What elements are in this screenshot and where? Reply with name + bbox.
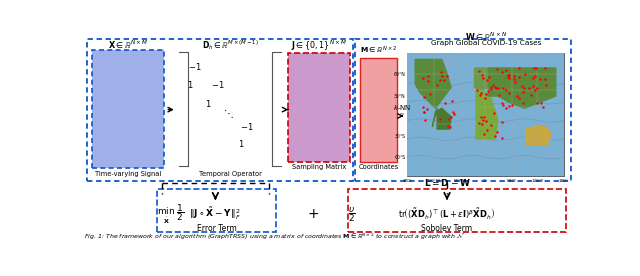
Text: 60°S: 60°S xyxy=(394,155,405,160)
Bar xyxy=(408,53,564,176)
Text: 120°E: 120°E xyxy=(531,179,544,183)
Text: $\|\mathbf{J} \circ \tilde{\mathbf{X}} - \mathbf{Y}\|_F^2$: $\|\mathbf{J} \circ \tilde{\mathbf{X}} -… xyxy=(189,206,241,222)
Text: $-1$: $-1$ xyxy=(188,60,202,71)
Text: $1$: $1$ xyxy=(205,98,211,109)
Bar xyxy=(92,50,164,168)
Text: $\dfrac{\upsilon}{2}$: $\dfrac{\upsilon}{2}$ xyxy=(348,205,356,224)
Text: $\ddots$: $\ddots$ xyxy=(223,107,234,120)
Text: Error Term: Error Term xyxy=(196,224,236,233)
Text: $\mathrm{tr}\!\left((\tilde{\mathbf{X}}\mathbf{D}_h)^\top(\mathbf{L}+\epsilon\ma: $\mathrm{tr}\!\left((\tilde{\mathbf{X}}\… xyxy=(399,207,495,222)
Text: 30°N: 30°N xyxy=(394,94,405,99)
Polygon shape xyxy=(526,127,551,145)
Bar xyxy=(88,39,353,181)
Polygon shape xyxy=(433,108,451,129)
Text: 180°: 180° xyxy=(403,179,412,183)
Text: $\mathbf{M} \in \mathbb{R}^{N \times 2}$: $\mathbf{M} \in \mathbb{R}^{N \times 2}$ xyxy=(360,44,397,56)
Text: 30°S: 30°S xyxy=(394,134,405,139)
Text: Coordinates: Coordinates xyxy=(358,164,399,170)
Polygon shape xyxy=(415,59,451,108)
Text: $1$: $1$ xyxy=(187,79,193,90)
Text: $-1$: $-1$ xyxy=(241,121,254,132)
Text: Fig. 1: The framework of our algorithm (GraphTRSS) using a matrix of coordinates: Fig. 1: The framework of our algorithm (… xyxy=(84,232,465,242)
Bar xyxy=(360,58,397,162)
Text: Time-varying Signal: Time-varying Signal xyxy=(95,171,161,177)
Text: Sobolev Term: Sobolev Term xyxy=(422,224,472,233)
Polygon shape xyxy=(476,90,498,139)
Text: 60°E: 60°E xyxy=(507,179,516,183)
Bar xyxy=(408,53,564,176)
Text: 0°: 0° xyxy=(400,113,405,118)
Text: $\mathbf{X} \in \mathbb{R}^{N \times M}$: $\mathbf{X} \in \mathbb{R}^{N \times M}$ xyxy=(108,39,148,51)
Text: $-1$: $-1$ xyxy=(211,79,225,90)
Text: Graph Global COVID-19 Cases: Graph Global COVID-19 Cases xyxy=(431,40,541,46)
Text: $\mathbf{D}_h \in \mathbb{R}^{M \times (M-1)}$: $\mathbf{D}_h \in \mathbb{R}^{M \times (… xyxy=(202,38,259,52)
Text: 180°: 180° xyxy=(559,179,568,183)
Text: 60°N: 60°N xyxy=(394,71,405,76)
Text: $\mathbf{J} \in \{0,1\}^{N \times M}$: $\mathbf{J} \in \{0,1\}^{N \times M}$ xyxy=(291,39,348,53)
Text: $\min_{\tilde{\mathbf{X}}}\ \dfrac{1}{2}$: $\min_{\tilde{\mathbf{X}}}\ \dfrac{1}{2}… xyxy=(157,203,184,226)
Bar xyxy=(288,53,350,162)
Bar xyxy=(442,58,451,68)
Text: $+$: $+$ xyxy=(307,207,319,221)
Text: Temporal Operator: Temporal Operator xyxy=(198,171,262,177)
Bar xyxy=(348,189,566,232)
Text: 0°: 0° xyxy=(483,179,488,183)
Text: $\mathbf{W} \in \mathbb{R}^{N \times N}$: $\mathbf{W} \in \mathbb{R}^{N \times N}$ xyxy=(465,30,507,43)
Bar xyxy=(355,39,571,181)
Polygon shape xyxy=(488,68,556,108)
Text: $k$-NN: $k$-NN xyxy=(393,103,412,112)
Text: $\mathbf{L} = \mathbf{D} - \mathbf{W}$: $\mathbf{L} = \mathbf{D} - \mathbf{W}$ xyxy=(424,177,470,189)
Polygon shape xyxy=(474,68,497,90)
Text: $1$: $1$ xyxy=(238,138,244,149)
Text: 60°W: 60°W xyxy=(454,179,465,183)
Bar xyxy=(157,189,276,232)
Text: Sampling Matrix: Sampling Matrix xyxy=(292,164,346,171)
Text: 120°W: 120°W xyxy=(426,179,440,183)
